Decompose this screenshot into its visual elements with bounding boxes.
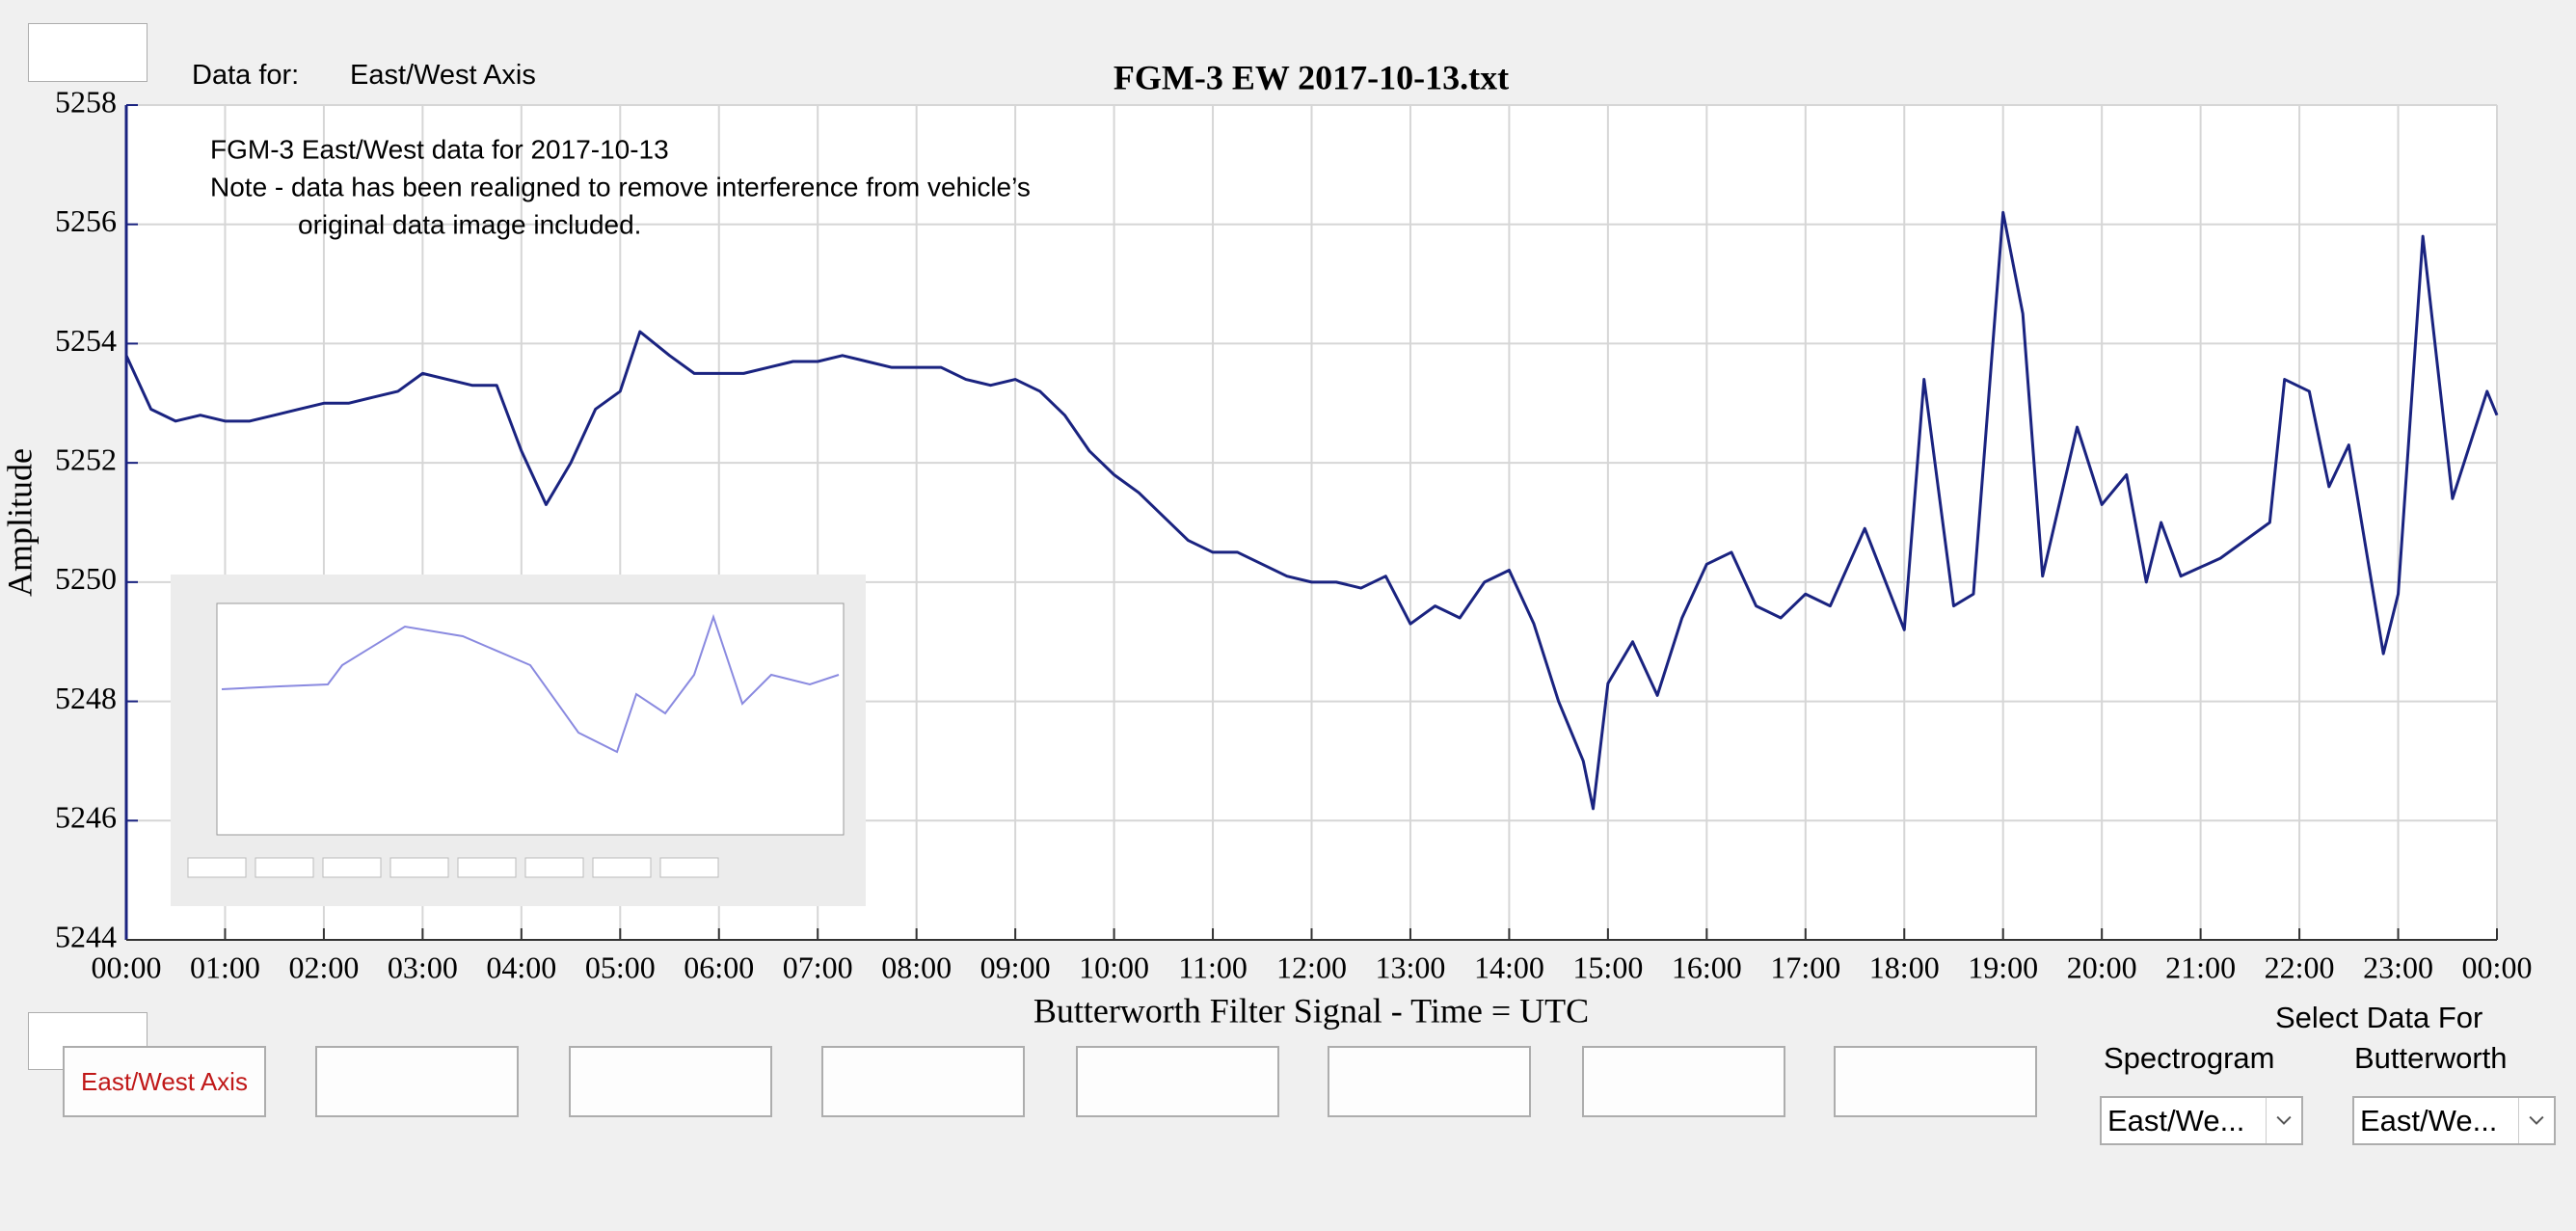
dropdown-value: East/We... <box>2107 1103 2245 1137</box>
axis-button[interactable]: East/West Axis <box>63 1046 266 1117</box>
x-tick-label: 16:00 <box>1672 950 1742 984</box>
y-tick-label: 5252 <box>55 442 117 476</box>
x-tick-label: 05:00 <box>585 950 656 984</box>
x-tick-label: 06:00 <box>684 950 754 984</box>
x-tick-label: 19:00 <box>1968 950 2038 984</box>
chart: FGM-3 EW 2017-10-13.txt Butterworth Filt… <box>0 58 2533 1030</box>
dropdown-arrow <box>2518 1098 2544 1143</box>
dropdown[interactable]: East/We... <box>2100 1096 2303 1145</box>
inset-button <box>457 857 517 878</box>
empty-button[interactable] <box>1582 1046 1785 1117</box>
x-tick-label: 10:00 <box>1079 950 1149 984</box>
inset-button <box>659 857 719 878</box>
x-tick-label: 13:00 <box>1376 950 1446 984</box>
x-tick-label: 00:00 <box>92 950 162 984</box>
x-tick-label: 14:00 <box>1474 950 1544 984</box>
x-tick-label: 11:00 <box>1178 950 1248 984</box>
inset-button <box>524 857 584 878</box>
y-tick-label: 5256 <box>55 203 117 238</box>
data-for-label: Data for: <box>192 60 300 91</box>
inset-button <box>187 857 247 878</box>
inset-button <box>255 857 314 878</box>
inset-button <box>389 857 449 878</box>
x-tick-label: 02:00 <box>288 950 359 984</box>
x-tick-label: 18:00 <box>1869 950 1940 984</box>
inset-button <box>592 857 652 878</box>
x-tick-label: 00:00 <box>2462 950 2533 984</box>
x-tick-label: 22:00 <box>2265 950 2335 984</box>
empty-button[interactable] <box>1834 1046 2037 1117</box>
x-tick-label: 07:00 <box>783 950 853 984</box>
y-tick-label: 5250 <box>55 561 117 596</box>
x-axis-label: Butterworth Filter Signal - Time = UTC <box>1033 991 1589 1030</box>
y-tick-label: 5244 <box>55 919 117 953</box>
empty-button[interactable] <box>1076 1046 1279 1117</box>
annotation: FGM-3 East/West data for 2017-10-13 <box>210 134 669 164</box>
data-line <box>124 210 2499 811</box>
dropdown-arrow <box>2266 1098 2292 1143</box>
y-tick-label: 5258 <box>55 84 117 119</box>
x-tick-label: 03:00 <box>388 950 458 984</box>
empty-button[interactable] <box>315 1046 519 1117</box>
empty-button[interactable] <box>821 1046 1025 1117</box>
y-axis-label: Amplitude <box>0 448 39 597</box>
y-tick-label: 5248 <box>55 681 117 715</box>
x-tick-label: 15:00 <box>1572 950 1643 984</box>
annotation: Note - data has been realigned to remove… <box>210 172 1031 201</box>
chart-title: FGM-3 EW 2017-10-13.txt <box>1114 58 1509 96</box>
x-tick-label: 08:00 <box>881 950 952 984</box>
x-tick-label: 12:00 <box>1276 950 1347 984</box>
y-tick-label: 5246 <box>55 800 117 835</box>
empty-button[interactable] <box>569 1046 772 1117</box>
x-tick-label: 09:00 <box>980 950 1051 984</box>
inset-button <box>322 857 382 878</box>
blank-box <box>28 23 148 82</box>
x-tick-label: 17:00 <box>1770 950 1840 984</box>
x-tick-label: 20:00 <box>2067 950 2137 984</box>
x-tick-label: 21:00 <box>2165 950 2236 984</box>
x-tick-label: 01:00 <box>190 950 260 984</box>
y-tick-label: 5254 <box>55 323 117 358</box>
inset-line <box>221 613 840 754</box>
data-for-value: East/West Axis <box>350 60 536 91</box>
inset-plot <box>216 602 845 836</box>
dropdown-label: Spectrogram <box>2104 1041 2275 1075</box>
empty-button[interactable] <box>1328 1046 1531 1117</box>
x-tick-label: 04:00 <box>486 950 556 984</box>
inset-image <box>171 575 866 906</box>
x-tick-label: 23:00 <box>2363 950 2433 984</box>
dropdown[interactable]: East/We... <box>2352 1096 2556 1145</box>
dropdown-label: Butterworth <box>2354 1041 2508 1075</box>
select-label: Select Data For <box>2275 1001 2483 1034</box>
dropdown-value: East/We... <box>2360 1103 2498 1137</box>
annotation: original data image included. <box>298 209 641 239</box>
